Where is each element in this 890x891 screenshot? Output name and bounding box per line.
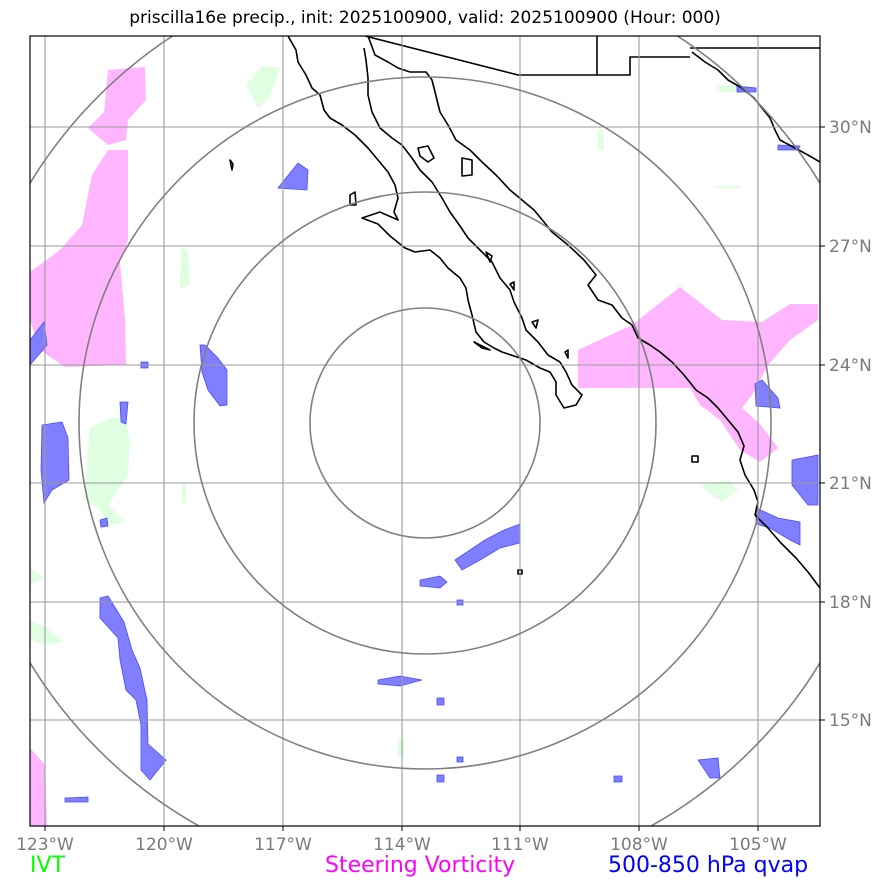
lat-label: 15°N xyxy=(829,711,872,731)
lon-label: 108°W xyxy=(610,835,668,855)
legend-ivt: IVT xyxy=(30,853,65,878)
ivt-contours xyxy=(30,66,742,757)
lon-label: 117°W xyxy=(254,835,312,855)
tick-marks xyxy=(44,126,825,831)
lon-label: 120°W xyxy=(135,835,193,855)
qvap-contours xyxy=(30,85,819,803)
coastlines xyxy=(229,36,820,589)
lat-label: 24°N xyxy=(829,356,872,376)
latitude-labels: 30°N 27°N 24°N 21°N 18°N 15°N xyxy=(829,118,872,731)
lat-label: 30°N xyxy=(829,118,872,138)
legend-qvap: 500-850 hPa qvap xyxy=(608,853,809,878)
gridlines xyxy=(30,36,820,826)
map-frame xyxy=(29,35,821,827)
lat-label: 21°N xyxy=(829,474,872,494)
longitude-labels: 123°W 120°W 117°W 114°W 111°W 108°W 105°… xyxy=(16,835,787,855)
vorticity-contours xyxy=(30,67,818,826)
map-title: priscilla16e precip., init: 2025100900, … xyxy=(129,8,721,28)
lon-label: 111°W xyxy=(491,835,549,855)
legend-steering-vorticity: Steering Vorticity xyxy=(325,853,516,878)
lon-label: 105°W xyxy=(729,835,787,855)
lon-label: 114°W xyxy=(373,835,431,855)
lon-label: 123°W xyxy=(16,835,74,855)
lat-label: 18°N xyxy=(829,593,872,613)
lat-label: 27°N xyxy=(829,237,872,257)
